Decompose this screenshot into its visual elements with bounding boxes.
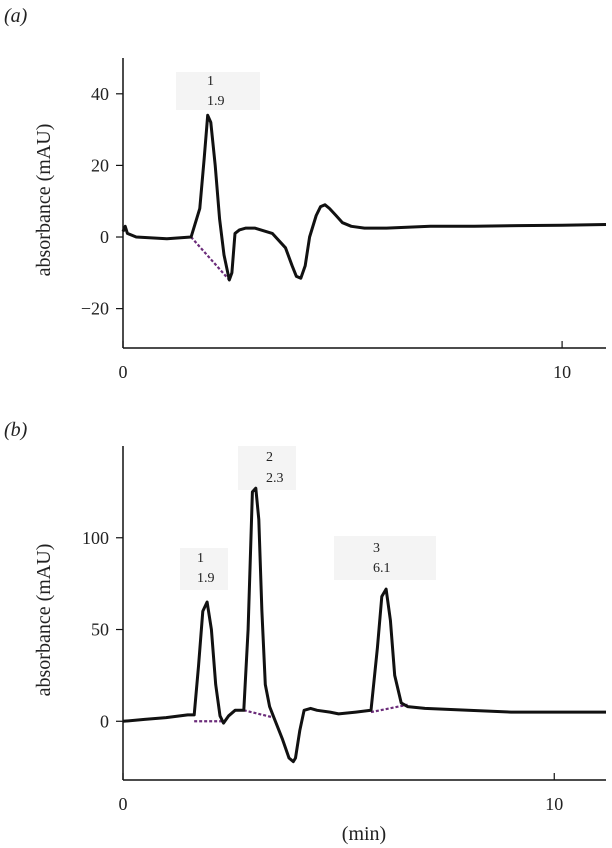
panel-b-peak-2-time: 2.3 [266, 471, 284, 486]
panel-b-y-axis-label: absorbance (mAU) [33, 544, 55, 697]
panel-b-peak-2-label-box [238, 446, 296, 490]
panel-b-chromatogram-trace [122, 486, 606, 764]
panel-b-peak-1-number: 1 [197, 551, 204, 566]
panel-b-peak-1-label-box [180, 548, 228, 590]
panel-a-chromatogram-trace [121, 113, 607, 282]
panel-a-x-tick-label: 0 [119, 362, 128, 382]
panel-b-integration-baseline [243, 709, 275, 719]
panel-b-peak-1-time: 1.9 [197, 571, 215, 586]
panel-b-peak-3-label-box [334, 536, 436, 580]
panel-b-x-axis-label: (min) [342, 823, 386, 845]
panel-a-plot-area: −20 0 20 40 0 10 [81, 58, 607, 382]
chart-panel-b: (b) absorbance (mAU) (min) 1 1.9 2 2.3 3… [4, 419, 606, 845]
panel-b-peak-3-time: 6.1 [373, 561, 391, 576]
panel-a-peak-1-time: 1.9 [207, 94, 225, 109]
panel-b-label: (b) [4, 419, 28, 441]
panel-b-integration-baseline [370, 703, 408, 714]
chart-panel-a: (a) absorbance (mAU) 1 1.9 −20 0 20 40 0 10 [4, 5, 607, 382]
panel-b-x-tick-label: 0 [119, 794, 128, 814]
panel-b-plot-area: 0 50 100 0 10 [82, 446, 606, 814]
panel-a-y-axis-label: absorbance (mAU) [33, 124, 55, 277]
panel-b-x-tick-label: 10 [545, 794, 563, 814]
panel-b-y-tick-label: 100 [82, 528, 109, 548]
panel-a-label: (a) [4, 5, 28, 27]
panel-b-peak-3-number: 3 [373, 541, 380, 556]
panel-a-y-tick-label: −20 [81, 299, 109, 319]
panel-a-y-tick-label: 40 [91, 84, 109, 104]
panel-a-x-tick-label: 10 [553, 362, 571, 382]
panel-b-y-tick-label: 0 [100, 711, 109, 731]
panel-b-y-tick-label: 50 [91, 620, 109, 640]
panel-a-y-tick-label: 0 [100, 227, 109, 247]
panel-a-integration-baseline [190, 236, 231, 281]
panel-a-y-tick-label: 20 [91, 155, 109, 175]
panel-b-peak-2-number: 2 [266, 450, 273, 465]
panel-a-peak-1-number: 1 [207, 74, 214, 89]
panel-a-peak-label-box [176, 72, 260, 110]
